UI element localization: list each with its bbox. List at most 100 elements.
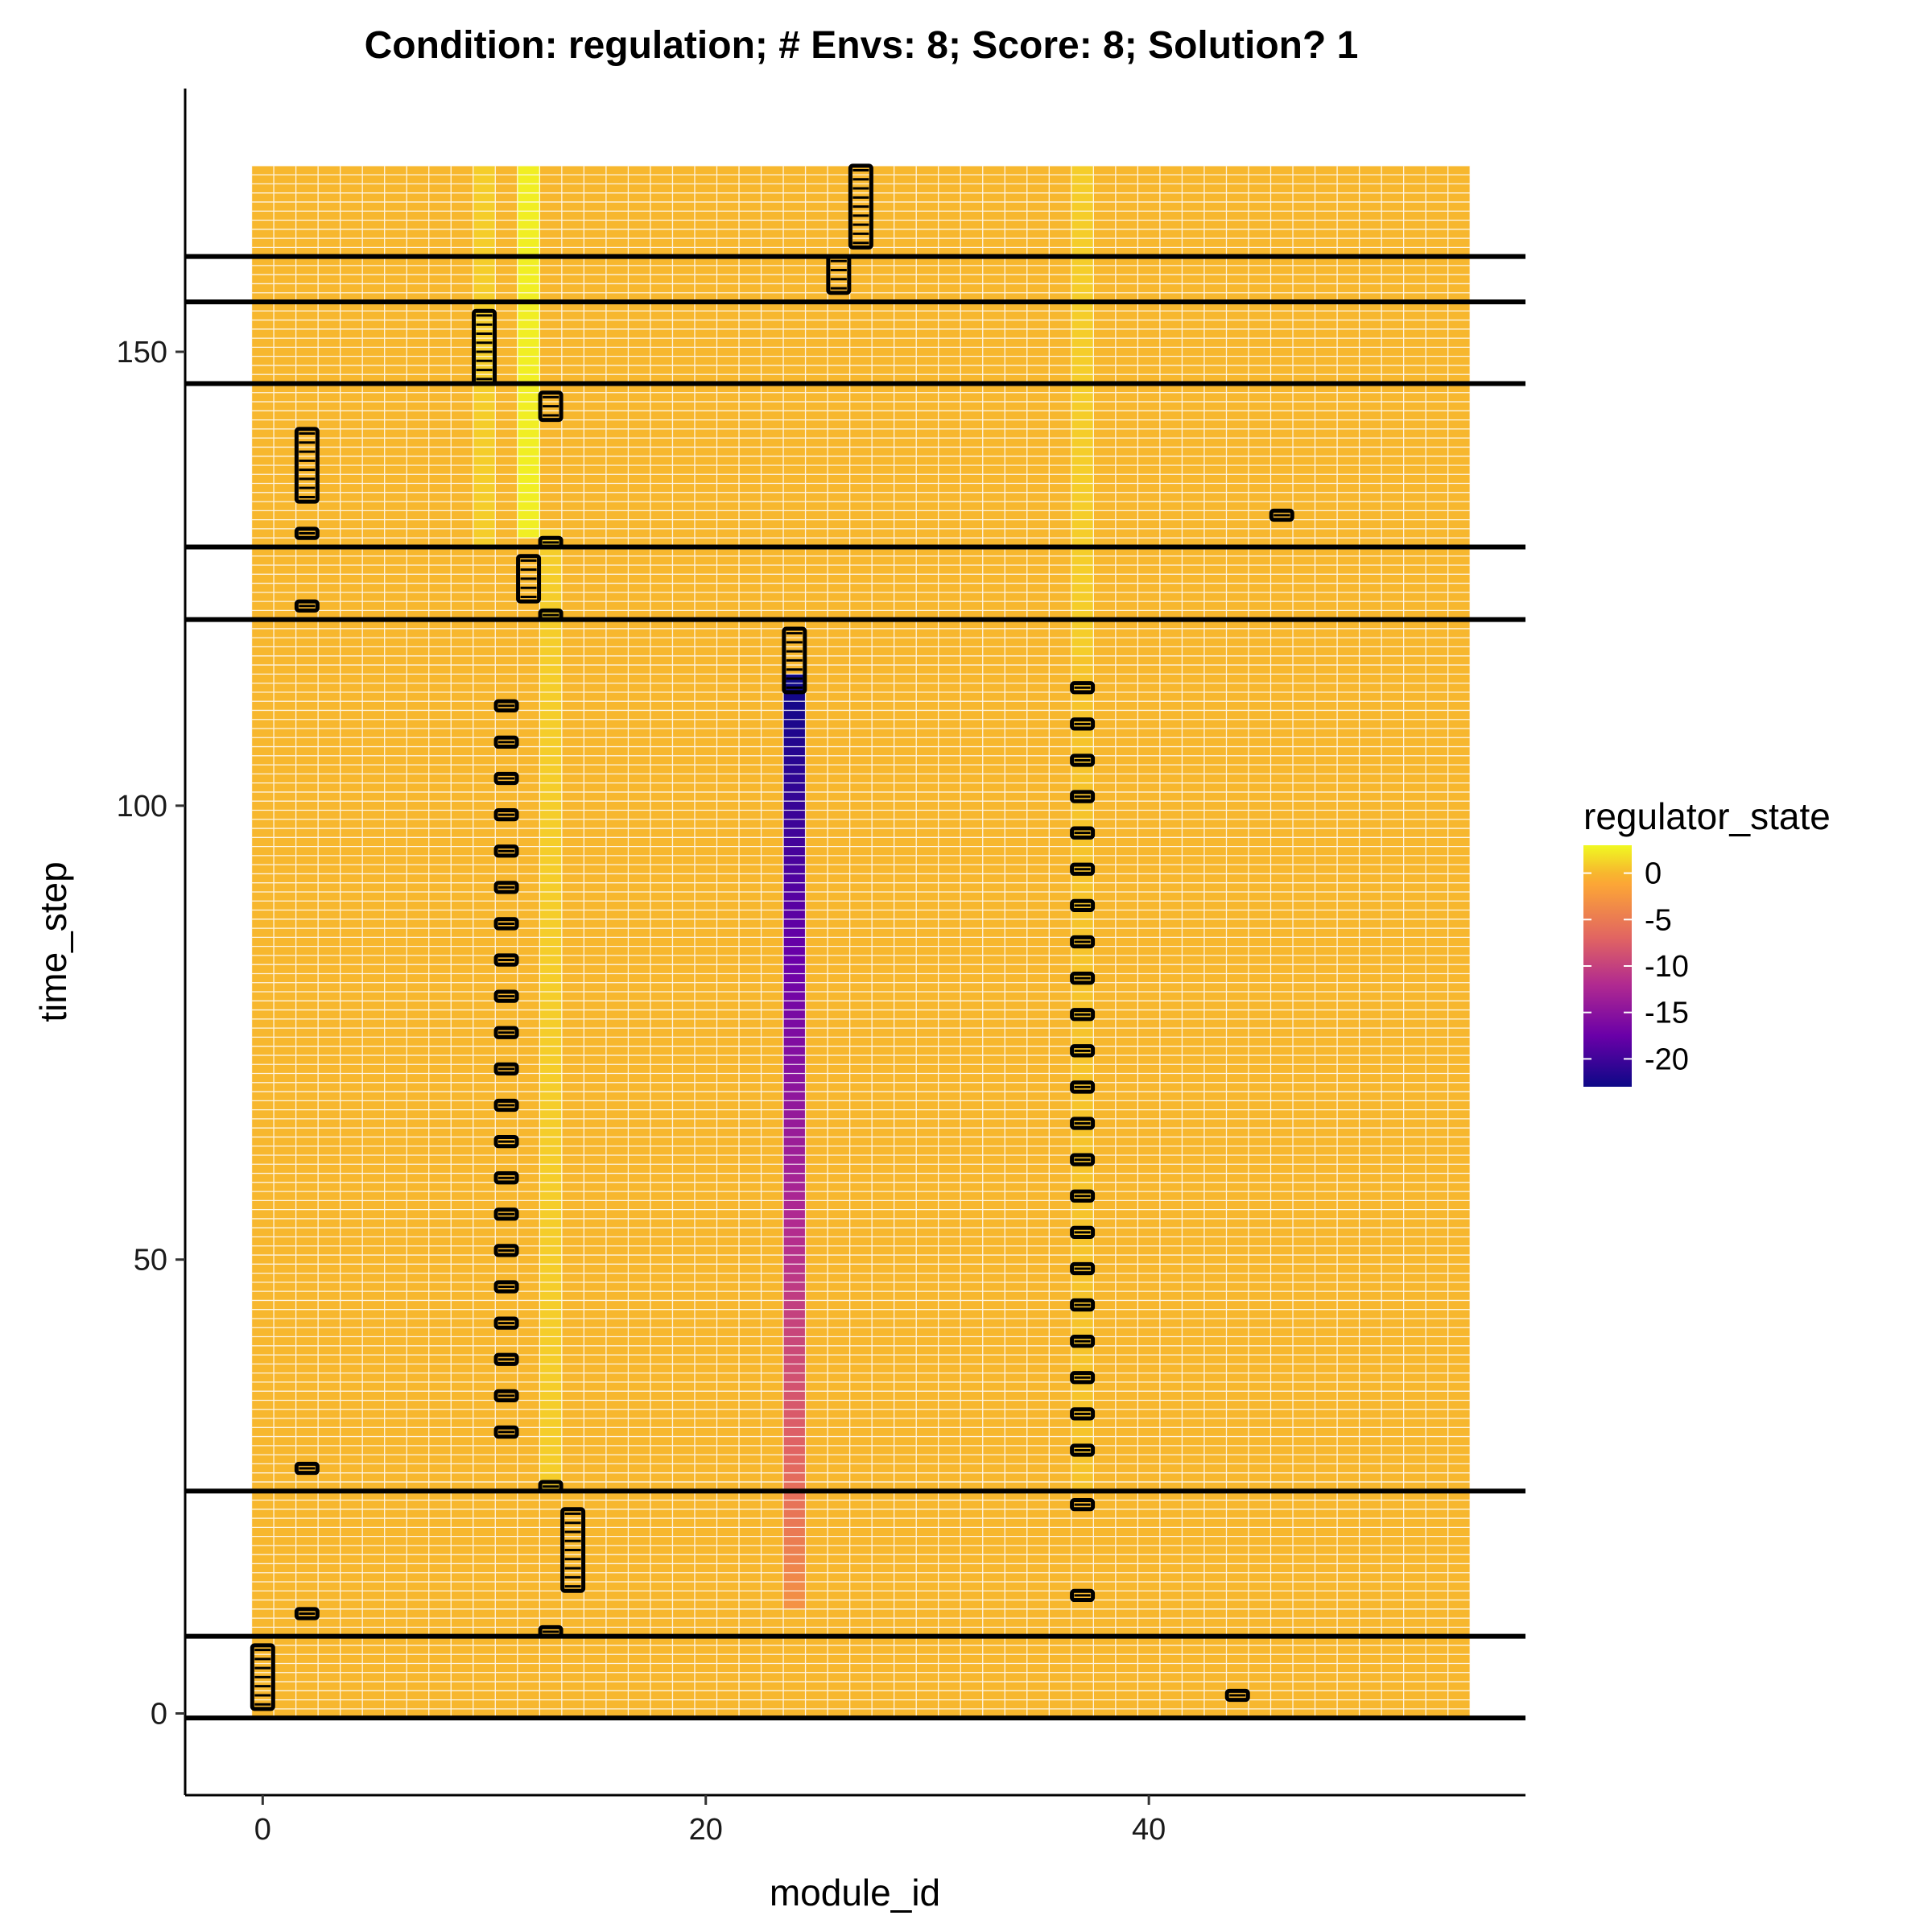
marker-box [1070, 935, 1096, 949]
marker-box [493, 1026, 519, 1039]
event-marker-m0-t1 [250, 1643, 275, 1711]
heatmap-cell-m24-t72 [783, 1055, 806, 1065]
heatmap-cell-m24-t50 [783, 1255, 806, 1265]
event-marker-m37-t23 [1070, 1498, 1096, 1512]
heatmap-cell-m24-t34 [783, 1400, 806, 1410]
heatmap-cell-m24-t106 [783, 746, 806, 757]
heatmap-cell-m24-t108 [783, 729, 806, 738]
event-marker-m37-t45 [1070, 1298, 1096, 1312]
legend-title: regulator_state [1583, 795, 1831, 837]
marker-box [1224, 1688, 1250, 1703]
event-marker-m11-t47 [493, 1280, 519, 1294]
heatmap-cell-m24-t87 [783, 919, 806, 929]
heatmap-cell-m24-t74 [783, 1037, 806, 1047]
marker-box [1070, 1008, 1096, 1022]
heatmap-cell-m24-t73 [783, 1046, 806, 1056]
event-marker-m13-t143 [538, 390, 564, 423]
marker-box [493, 844, 519, 858]
heatmap-cell-m24-t38 [783, 1364, 806, 1374]
heatmap-cell-m24-t77 [783, 1009, 806, 1020]
legend-label--20: -20 [1645, 1042, 1689, 1076]
heatmap-cell-m24-t15 [783, 1572, 806, 1583]
y-tick-label-150: 150 [117, 336, 167, 369]
event-marker-m37-t61 [1070, 1153, 1096, 1166]
heatmap-cell-m24-t69 [783, 1082, 806, 1092]
heatmap-cell-m24-t52 [783, 1236, 806, 1247]
heatmap-cell-m24-t103 [783, 774, 806, 784]
heatmap-cell-m24-t49 [783, 1264, 806, 1274]
event-marker-m27-t162 [848, 163, 873, 250]
heatmap-cell-m24-t28 [783, 1455, 806, 1464]
event-marker-m11-t87 [493, 917, 519, 931]
heatmap-cell-m24-t67 [783, 1100, 806, 1111]
marker-box [1070, 1298, 1096, 1312]
event-marker-m24-t113 [782, 626, 807, 695]
chart-title: Condition: regulation; # Envs: 8; Score:… [365, 24, 1359, 67]
event-marker-m37-t97 [1070, 826, 1096, 840]
event-marker-m11-t71 [493, 1062, 519, 1076]
heatmap-cell-m24-t46 [783, 1291, 806, 1301]
heatmap-cell-m24-t97 [783, 828, 806, 838]
marker-box [493, 881, 519, 894]
heatmap-cell-m24-t62 [783, 1146, 806, 1156]
heatmap-cell-m24-t26 [783, 1472, 806, 1483]
heatmap-cell-m24-t82 [783, 964, 806, 974]
x-tick-label-40: 40 [1132, 1813, 1166, 1847]
marker-box [1070, 1498, 1096, 1512]
y-axis-ticks: 0 50 100 150 [117, 336, 185, 1732]
event-marker-m37-t65 [1070, 1117, 1096, 1130]
heatmap-cell-m24-t17 [783, 1554, 806, 1564]
heatmap-cell-m24-t101 [783, 791, 806, 802]
heatmap-cell-m24-t110 [783, 710, 806, 720]
heatmap-cell-m24-t99 [783, 810, 806, 820]
heatmap-cell-m24-t42 [783, 1327, 806, 1337]
heatmap-cell-m24-t79 [783, 992, 806, 1001]
heatmap-cell-m24-t95 [783, 846, 806, 857]
heatmap-cell-m24-t89 [783, 901, 806, 910]
marker-box [1070, 1407, 1096, 1421]
heatmap-cell-m24-t47 [783, 1282, 806, 1292]
heatmap-cell-m24-t32 [783, 1418, 806, 1428]
heatmap-cell-m24-t75 [783, 1028, 806, 1038]
marker-box [493, 1352, 519, 1366]
marker-box [493, 953, 519, 967]
heatmap-cell-m24-t64 [783, 1128, 806, 1137]
event-marker-m11-t107 [493, 735, 519, 749]
marker-box [472, 308, 497, 386]
event-marker-m11-t75 [493, 1026, 519, 1039]
heatmap-cell-m24-t54 [783, 1218, 806, 1228]
heatmap-cell-m24-t70 [783, 1073, 806, 1084]
marker-box [493, 1244, 519, 1257]
event-marker-m37-t105 [1070, 753, 1096, 767]
event-marker-m37-t41 [1070, 1335, 1096, 1348]
heatmap-cell-m24-t23 [783, 1500, 806, 1510]
marker-box [493, 1425, 519, 1439]
event-marker-m12-t123 [516, 554, 542, 604]
marker-box [538, 1624, 564, 1639]
environment-change-lines [185, 254, 1525, 1721]
heatmap-cell-m24-t91 [783, 882, 806, 893]
event-marker-m2-t134 [294, 427, 320, 504]
heatmap-cell-m24-t96 [783, 837, 806, 847]
event-marker-m44-t2 [1224, 1688, 1250, 1703]
marker-box [1070, 862, 1096, 876]
marker-box [493, 807, 519, 822]
marker-box [493, 771, 519, 786]
marker-box [250, 1643, 275, 1711]
heatmap-cell-m24-t92 [783, 873, 806, 884]
event-marker-m13-t121 [538, 608, 564, 622]
heatmap-cell-m24-t85 [783, 937, 806, 947]
heatmap-cell-m24-t80 [783, 982, 806, 993]
event-marker-m37-t77 [1070, 1008, 1096, 1022]
marker-box [1070, 971, 1096, 985]
marker-box [493, 1171, 519, 1185]
event-markers [250, 163, 1294, 1711]
heatmap-cell-m24-t107 [783, 737, 806, 747]
heatmap-cell-m24-t83 [783, 955, 806, 965]
heatmap-cell-m24-t12 [783, 1600, 806, 1610]
heatmap-cell-m24-t13 [783, 1591, 806, 1600]
legend-ticks: 0 -5 -10 -15 -20 [1583, 857, 1689, 1076]
marker-box [1070, 1261, 1096, 1276]
heatmap-cell-m24-t63 [783, 1137, 806, 1147]
